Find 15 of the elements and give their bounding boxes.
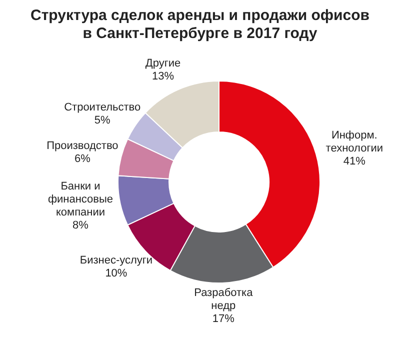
data-label: 5% — [94, 114, 111, 126]
slice-label: Информ. технологии — [326, 130, 384, 155]
data-label: 10% — [105, 268, 128, 280]
slice-label: Строительство — [64, 101, 141, 114]
data-label: 41% — [343, 156, 366, 168]
slice-label: Производство — [46, 140, 118, 152]
data-label: 13% — [152, 70, 174, 83]
chart-title: Структура сделок аренды и продажи офисов в Санкт-Петербурге в 2017 году — [30, 7, 370, 42]
slice-label: Бизнес-услуги — [80, 254, 153, 267]
data-label: 6% — [74, 152, 91, 165]
slice-label: Банки и финансовые компании — [48, 180, 114, 219]
data-label: 8% — [72, 220, 89, 232]
slice-label: Разработка недр — [194, 286, 254, 312]
slice-label: Другие — [145, 58, 181, 70]
data-label: 17% — [212, 312, 235, 325]
